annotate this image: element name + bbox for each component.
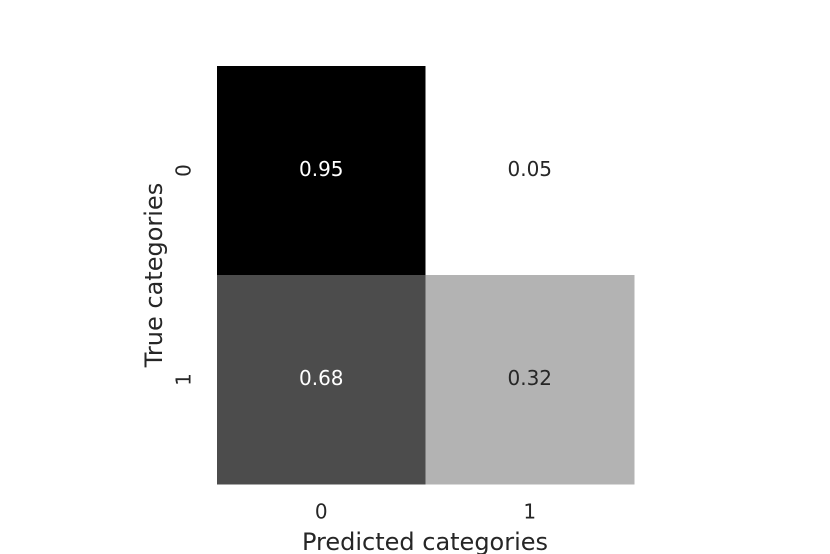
heatmap-cell [217,275,426,485]
cell-label: 0.68 [299,366,344,390]
x-axis-label: Predicted categories [302,528,548,554]
x-tick-label: 0 [315,500,328,524]
y-tick-label: 0 [172,164,196,177]
cell-label: 0.05 [507,157,552,181]
heatmap-cell [217,66,426,276]
y-axis-label: True categories [140,183,168,368]
cell-label: 0.32 [507,366,552,390]
x-tick-label: 1 [523,500,536,524]
cell-label: 0.95 [299,157,344,181]
y-tick-label: 1 [172,373,196,386]
heatmap-cell [425,66,635,276]
heatmap-cell [425,275,635,485]
